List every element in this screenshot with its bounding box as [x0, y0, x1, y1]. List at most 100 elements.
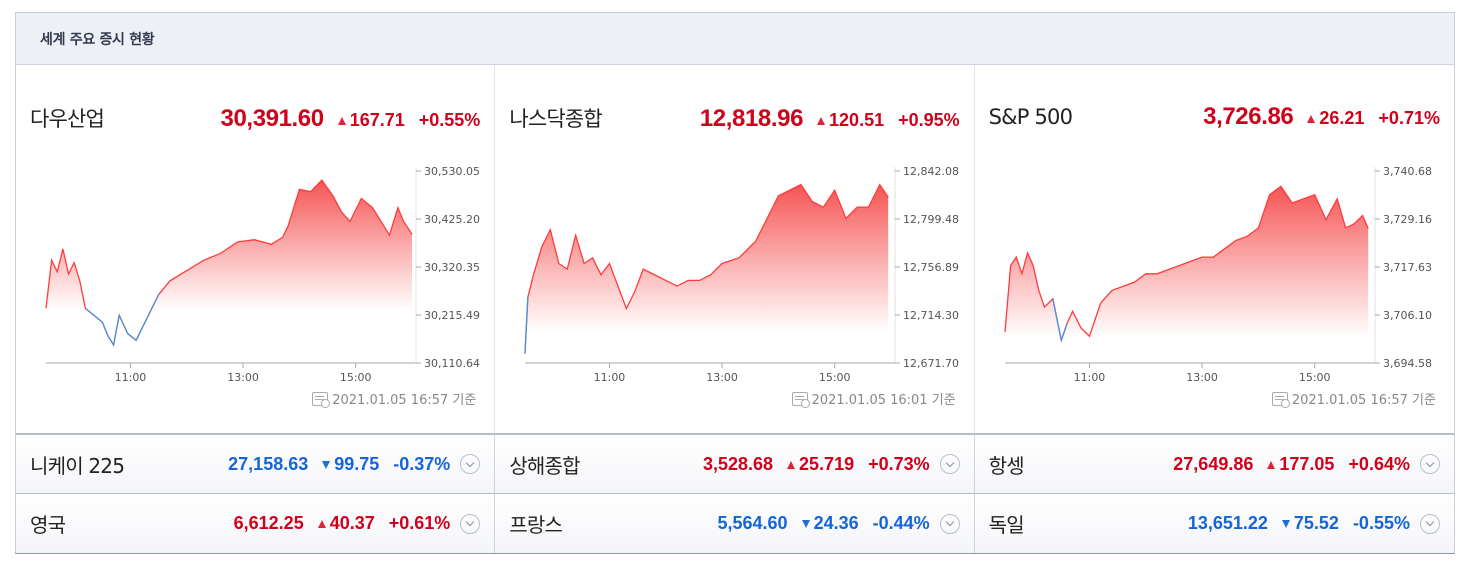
x-tick-label: 11:00: [115, 371, 147, 384]
index-percent: +0.55%: [418, 110, 481, 130]
index-percent: +0.61%: [388, 513, 451, 533]
area-fill: [525, 184, 889, 333]
series-line: [524, 183, 890, 354]
timestamp-text: 2021.01.05 16:01 기준: [811, 393, 956, 408]
index-chart[interactable]: 30,530.05 30,425.20 30,320.35 30,215.49 30,1…: [16, 145, 495, 385]
below-baseline-segment: [107, 335, 115, 346]
area-fill: [1004, 186, 1368, 338]
index-change-value: 75.52: [1293, 513, 1339, 533]
index-change-value: 26.21: [1319, 108, 1365, 128]
y-tick-label: 3,740.68: [1383, 165, 1432, 178]
widget-title: 세계 주요 증시 현황: [40, 31, 155, 48]
index-change-value: 167.71: [349, 110, 405, 130]
y-tick-label: 12,842.08: [903, 165, 959, 178]
chevron-down-icon[interactable]: [460, 454, 481, 474]
index-price: 6,612.25: [233, 513, 304, 533]
x-tick-label: 15:00: [1298, 371, 1330, 384]
index-price: 3,528.68: [702, 453, 774, 474]
below-baseline-segment: [93, 314, 103, 323]
index-cell-nikkei[interactable]: 니케이 225 27,158.63 99.75 -0.37%: [16, 435, 496, 493]
index-change-value: 25.719: [799, 453, 855, 474]
index-change-value: 99.75: [334, 453, 380, 474]
index-percent: +0.73%: [868, 453, 930, 474]
x-tick-label: 13:00: [707, 371, 739, 384]
index-name: 니케이 225: [30, 453, 125, 478]
index-panel-nasdaq[interactable]: 나스닥종합 12,818.96 120.51 +0.95% 12,842.08 1…: [495, 65, 975, 433]
chart-canvas: 12,842.08 12,799.48 12,756.89 12,714.30 12,6…: [524, 165, 959, 384]
index-change-value: 120.51: [829, 110, 885, 130]
calendar-clock-icon: [791, 391, 810, 408]
index-percent: +0.71%: [1378, 108, 1440, 128]
index-chart[interactable]: 12,842.08 12,799.48 12,756.89 12,714.30 12,6…: [495, 145, 974, 385]
index-name[interactable]: 다우산업: [30, 107, 105, 131]
below-baseline-segment: [135, 317, 148, 341]
chevron-down-icon[interactable]: [939, 454, 960, 474]
x-tick-label: 13:00: [227, 371, 259, 384]
index-change: 40.37: [317, 513, 375, 534]
index-name: 상해종합: [509, 453, 580, 478]
series-line: [1004, 185, 1369, 343]
index-name[interactable]: S&P 500: [988, 105, 1073, 129]
chevron-down-icon[interactable]: [939, 513, 960, 534]
index-panel-dow[interactable]: 다우산업 30,391.60 167.71 +0.55% 30,530.05 30…: [16, 65, 496, 433]
down-arrow-icon: [801, 520, 810, 528]
index-cell-uk[interactable]: 영국 6,612.25 40.37 +0.61%: [16, 494, 496, 553]
index-chart[interactable]: 3,740.68 3,729.16 3,717.63 3,706.10 3,694.58…: [975, 145, 1454, 385]
y-tick-label: 30,320.35: [424, 261, 480, 274]
index-change: 75.52: [1281, 513, 1339, 534]
index-change: 177.05: [1267, 454, 1334, 475]
index-cell-hangseng[interactable]: 항셍 27,649.86 177.05 +0.64%: [974, 435, 1454, 493]
up-arrow-icon: [817, 117, 826, 125]
index-name[interactable]: 나스닥종합: [509, 107, 602, 131]
index-price: 27,158.63: [228, 453, 309, 474]
index-change-value: 177.05: [1279, 453, 1335, 474]
timestamp-text: 2021.01.05 16:57 기준: [332, 393, 477, 408]
y-tick-label: 3,729.16: [1383, 213, 1432, 226]
index-header: S&P 500 3,726.86 26.21 +0.71%: [989, 103, 1440, 135]
x-tick-label: 11:00: [1073, 371, 1105, 384]
timestamp: 2021.01.05 16:01 기준: [791, 389, 956, 408]
below-baseline-segment: [118, 314, 129, 334]
below-baseline-segment: [127, 333, 137, 341]
index-name: 독일: [988, 513, 1025, 537]
index-change: 99.75: [322, 454, 379, 475]
below-baseline-segment: [146, 294, 160, 318]
y-tick-label: 30,110.64: [424, 357, 480, 370]
timestamp: 2021.01.05 16:57 기준: [312, 389, 476, 408]
index-header: 다우산업 30,391.60 167.71 +0.55%: [30, 103, 480, 135]
below-baseline-segment: [101, 321, 109, 337]
index-percent: +0.95%: [898, 110, 960, 130]
calendar-clock-icon: [1271, 391, 1290, 408]
below-baseline-segment: [524, 297, 529, 354]
chevron-down-icon[interactable]: [1419, 513, 1440, 534]
index-change: 120.51: [817, 110, 884, 131]
y-tick-label: 12,671.70: [903, 357, 959, 370]
calendar-clock-icon: [312, 391, 331, 408]
index-percent: -0.37%: [393, 453, 451, 474]
index-row: 영국 6,612.25 40.37 +0.61% 프랑스 5,564.60 24…: [16, 494, 1454, 553]
index-row: 니케이 225 27,158.63 99.75 -0.37% 상해종합 3,52…: [16, 435, 1454, 494]
up-arrow-icon: [1267, 460, 1276, 469]
index-change: 26.21: [1307, 108, 1364, 129]
chevron-down-icon[interactable]: [460, 513, 481, 534]
up-arrow-icon: [787, 460, 796, 469]
up-arrow-icon: [317, 520, 326, 528]
index-panel-sp500[interactable]: S&P 500 3,726.86 26.21 +0.71% 3,740.68 3,…: [975, 65, 1454, 433]
index-cell-germany[interactable]: 독일 13,651.22 75.52 -0.55%: [974, 494, 1454, 553]
area-fill: [46, 180, 412, 312]
index-price: 5,564.60: [717, 513, 788, 533]
index-price: 13,651.22: [1187, 513, 1268, 533]
y-tick-label: 30,425.20: [424, 213, 480, 226]
index-cell-shanghai[interactable]: 상해종합 3,528.68 25.719 +0.73%: [495, 435, 975, 493]
index-percent: -0.44%: [872, 513, 930, 533]
y-tick-label: 3,706.10: [1383, 309, 1432, 322]
timestamp: 2021.01.05 16:57 기준: [1271, 389, 1436, 408]
chevron-down-icon[interactable]: [1419, 454, 1440, 474]
index-percent: -0.55%: [1352, 513, 1410, 533]
index-name: 프랑스: [509, 513, 563, 537]
index-cell-france[interactable]: 프랑스 5,564.60 24.36 -0.44%: [495, 494, 975, 553]
y-tick-label: 30,215.49: [424, 309, 480, 322]
index-header: 나스닥종합 12,818.96 120.51 +0.95%: [509, 103, 959, 135]
y-tick-label: 30,530.05: [424, 165, 480, 178]
y-tick-label: 12,799.48: [903, 213, 959, 226]
